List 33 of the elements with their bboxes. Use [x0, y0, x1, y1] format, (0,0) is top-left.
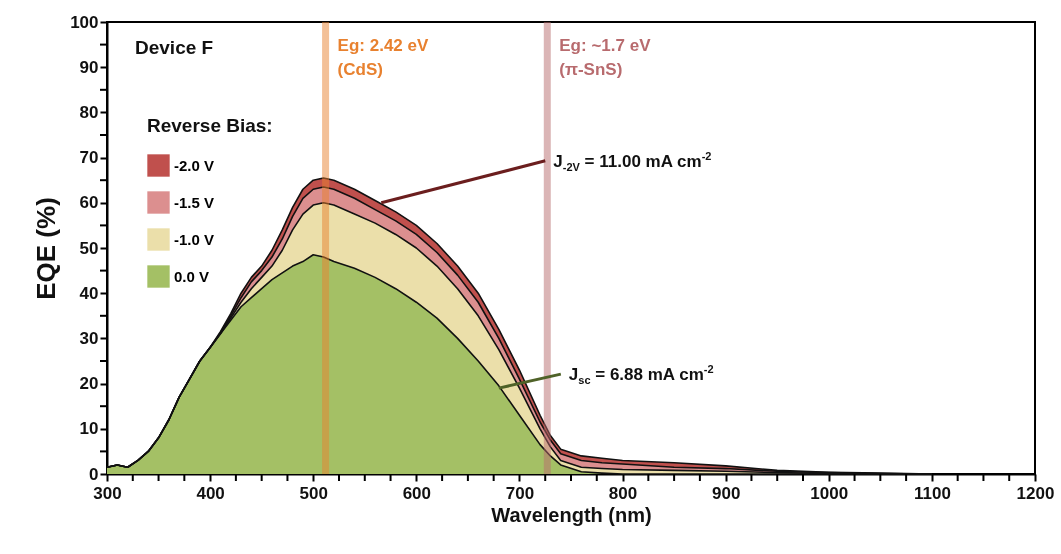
x-tick-label: 800	[608, 483, 638, 503]
x-tick-label: 1000	[810, 483, 849, 503]
annotation: Eg: 2.42 eV (CdS)	[337, 35, 429, 81]
x-tick-label: 1200	[1016, 483, 1055, 503]
annotation: J$_{sc}$ = 6.88 mA cm$^{-2}$	[568, 363, 714, 387]
annotation: Eg: ~1.7 eV (π-SnS)	[559, 35, 651, 81]
legend-title: Reverse Bias:	[147, 115, 273, 136]
x-tick-label: 400	[196, 483, 225, 503]
x-tick-label: 1100	[913, 483, 951, 503]
annotation: Device F	[135, 37, 214, 58]
y-tick-label: 100	[70, 12, 99, 32]
y-tick-label: 0	[89, 464, 99, 484]
y-tick-label: 10	[79, 419, 99, 439]
x-tick-label: 700	[505, 483, 535, 503]
x-tick-label: 500	[299, 483, 328, 503]
y-tick-label: 50	[79, 238, 99, 258]
y-tick-label: 20	[79, 374, 99, 394]
x-axis-title: Wavelength (nm)	[491, 503, 652, 526]
x-tick-label: 600	[402, 483, 432, 503]
annotation: J$_{-2V}$ = 11.00 mA cm$^{-2}$	[553, 149, 712, 173]
y-tick-label: 80	[79, 102, 99, 122]
y-tick-label: 90	[79, 57, 99, 77]
y-tick-label: 70	[79, 148, 99, 168]
legend-label: 0.0 V	[174, 267, 210, 285]
legend-label: -1.5 V	[174, 193, 215, 211]
legend-label: -1.0 V	[174, 230, 215, 248]
x-tick-label: 900	[711, 483, 741, 503]
y-tick-label: 40	[79, 283, 99, 303]
legend-label: -2.0 V	[174, 156, 215, 174]
y-axis-title: EQE (%)	[31, 197, 62, 300]
y-tick-label: 60	[79, 193, 99, 213]
x-tick-label: 300	[93, 483, 122, 503]
y-tick-label: 30	[79, 328, 99, 348]
